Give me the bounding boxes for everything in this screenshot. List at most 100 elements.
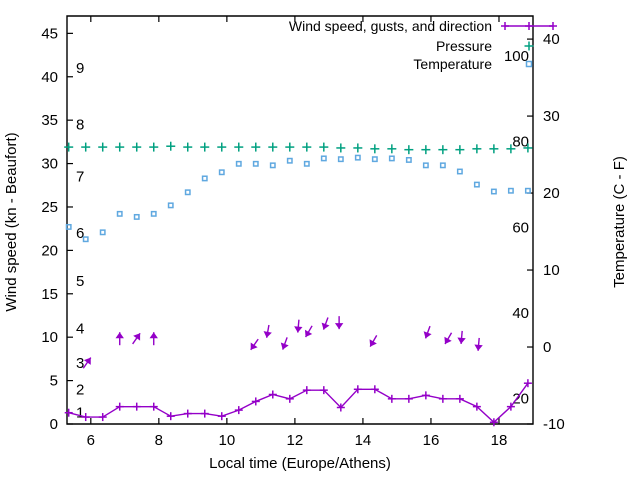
y-tick-label: 5	[50, 373, 58, 390]
series-pressure	[64, 141, 533, 155]
square-icon	[201, 175, 208, 182]
beaufort-label: 6	[76, 225, 84, 242]
y-tick-label: 0	[50, 416, 58, 433]
square-icon	[184, 189, 191, 196]
wind-arrow-icon	[250, 338, 259, 351]
square-icon	[218, 169, 225, 176]
series-wind-speed	[64, 379, 532, 427]
fahrenheit-label: 40	[512, 305, 529, 322]
square-icon	[235, 160, 242, 167]
beaufort-label: 2	[76, 381, 84, 398]
square-icon	[507, 187, 514, 194]
square-icon	[286, 157, 293, 164]
wind-arrow-icon	[132, 332, 141, 345]
fahrenheit-label: 100	[504, 48, 529, 65]
legend-label: Wind speed, gusts, and direction	[289, 18, 492, 34]
y-tick-label: 40	[41, 69, 58, 86]
square-icon	[65, 223, 72, 230]
wind-arrow-icon	[474, 337, 483, 351]
beaufort-label: 4	[76, 321, 84, 338]
square-icon	[167, 202, 174, 209]
square-icon	[473, 181, 480, 188]
square-icon	[371, 156, 378, 163]
beaufort-label: 8	[76, 117, 84, 134]
wind-arrow-icon	[334, 316, 344, 330]
square-icon	[150, 210, 157, 217]
y-tick-label: 30	[41, 156, 58, 173]
fahrenheit-label: 60	[512, 219, 529, 236]
square-icon	[490, 188, 497, 195]
legend: Wind speed, gusts, and direction Pressure…	[289, 18, 557, 72]
wind-arrow-icon	[115, 332, 124, 346]
x-axis-title: Local time (Europe/Athens)	[209, 455, 391, 472]
beaufort-label: 5	[76, 273, 84, 290]
y2-tick-label: 20	[543, 185, 560, 202]
x-tick-label: 18	[491, 432, 508, 449]
square-icon	[354, 154, 361, 161]
square-icon	[269, 162, 276, 169]
square-icon	[116, 210, 123, 217]
square-icon	[388, 155, 395, 162]
x-tick-label: 10	[219, 432, 236, 449]
data-series-group	[64, 141, 533, 427]
square-icon	[337, 156, 344, 163]
y2-tick-label: -10	[543, 416, 565, 433]
wind-arrow-icon	[423, 325, 432, 339]
fahrenheit-scale-labels: 20 40 60 80 100	[504, 48, 529, 407]
y-tick-label: 35	[41, 112, 58, 129]
x-tick-label: 12	[287, 432, 304, 449]
y-tick-label: 10	[41, 329, 58, 346]
beaufort-label: 3	[76, 355, 84, 372]
wind-arrow-icon	[294, 319, 303, 333]
series-line	[68, 382, 529, 424]
square-icon	[422, 162, 429, 169]
wind-arrow-icon	[82, 357, 92, 369]
fahrenheit-label: 80	[512, 134, 529, 151]
y-tick-label: 45	[41, 25, 58, 42]
y2-tick-label: 30	[543, 108, 560, 125]
square-icon	[524, 187, 531, 194]
fahrenheit-label: 20	[512, 390, 529, 407]
axes-group: 6 8 10 12 14 16 18051015202530354045-100102030…	[41, 15, 565, 449]
y-axis-title: Wind speed (kn - Beaufort)	[3, 132, 20, 311]
square-icon	[99, 229, 106, 236]
x-tick-label: 14	[355, 432, 372, 449]
wind-arrow-icon	[304, 325, 313, 338]
beaufort-label: 1	[76, 405, 84, 422]
y2-tick-label: 10	[543, 262, 560, 279]
x-tick-label: 6	[87, 432, 95, 449]
y2-tick-label: 40	[543, 31, 560, 48]
square-icon	[525, 60, 533, 68]
square-icon	[439, 162, 446, 169]
square-icon	[405, 157, 412, 163]
legend-label: Temperature	[413, 56, 492, 72]
wind-arrow-icon	[280, 337, 289, 350]
y-tick-label: 25	[41, 199, 58, 216]
beaufort-label: 9	[76, 60, 84, 77]
series-temperature	[65, 154, 531, 243]
y2-tick-label: 0	[543, 339, 551, 356]
beaufort-label: 7	[76, 169, 84, 186]
square-icon	[456, 168, 463, 175]
square-icon	[252, 160, 259, 167]
wind-arrow-icon	[457, 330, 466, 344]
y2-axis-title: Temperature (C - F)	[611, 156, 628, 288]
wind-arrow-icon	[369, 334, 378, 347]
wind-arrow-icon	[149, 332, 158, 346]
square-icon	[320, 155, 327, 162]
wind-arrow-icon	[263, 324, 272, 338]
wind-direction-arrows	[82, 316, 483, 369]
y-tick-label: 20	[41, 242, 58, 259]
legend-label: Pressure	[436, 38, 492, 54]
beaufort-scale-labels: 1 2 3 4 5 6 7 8 9	[76, 60, 84, 422]
square-icon	[82, 236, 89, 243]
square-icon	[133, 213, 140, 220]
square-icon	[303, 160, 310, 167]
wind-arrow-icon	[321, 317, 330, 330]
x-tick-label: 16	[423, 432, 440, 449]
x-tick-label: 8	[155, 432, 163, 449]
wind-arrow-icon	[444, 332, 453, 345]
